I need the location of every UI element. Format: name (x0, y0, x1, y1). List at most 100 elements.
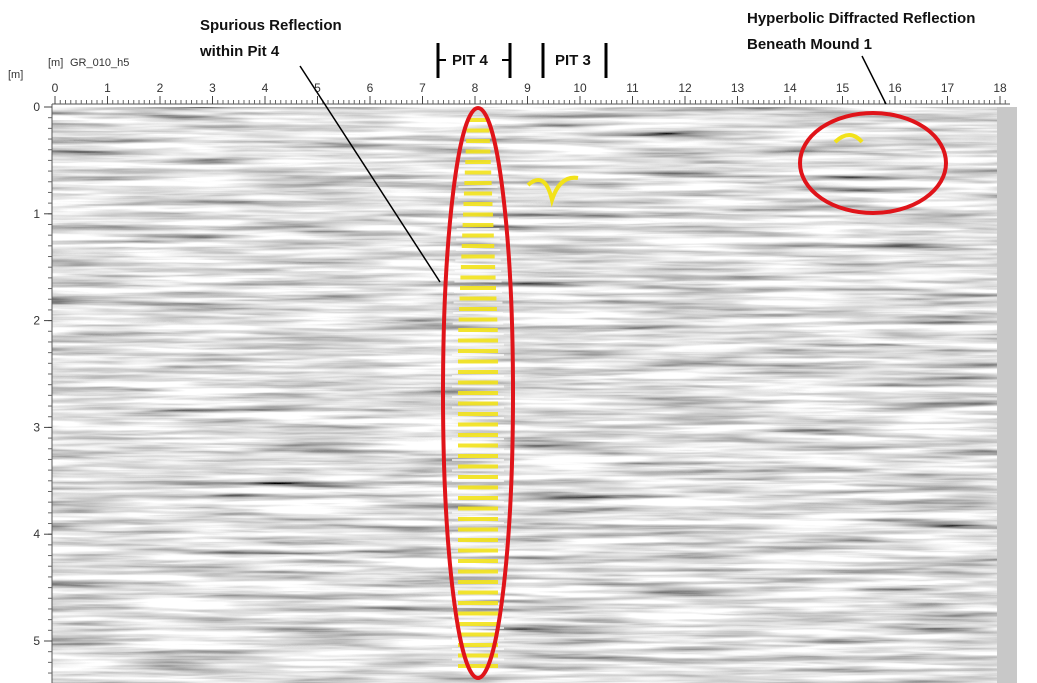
reflection-band (452, 354, 504, 356)
reflection-band (458, 590, 498, 595)
reflection-band (462, 223, 494, 227)
reflection-band (458, 317, 498, 322)
reflection-band (458, 349, 498, 353)
y-tick-label: 5 (33, 634, 40, 648)
reflection-band (452, 606, 504, 608)
reflection-band (463, 191, 493, 196)
reflection-band (452, 322, 504, 325)
x-tick-label: 10 (573, 81, 587, 95)
reflection-band (452, 616, 504, 619)
reflection-band (460, 286, 496, 290)
reflection-band (459, 307, 497, 311)
reflection-band (452, 406, 504, 409)
reflection-band (463, 212, 493, 217)
reflection-band (458, 632, 498, 637)
reflection-band (452, 375, 504, 377)
annotation: Hyperbolic Diffracted Reflection (747, 10, 975, 27)
reflection-band (458, 391, 498, 395)
x-tick-label: 18 (993, 81, 1007, 95)
y-tick-label: 3 (33, 420, 40, 434)
highlight-ellipse (798, 111, 948, 215)
reflection-band (461, 254, 495, 259)
reflection-band (458, 527, 498, 532)
reflection-band (466, 139, 490, 143)
reflection-band (452, 585, 504, 587)
x-tick-label: 16 (888, 81, 902, 95)
scrollbar (997, 107, 1017, 683)
reflection-band (452, 490, 504, 493)
reflection-band (452, 522, 504, 524)
y-tick-label: 1 (33, 207, 40, 221)
reflection-band (452, 637, 504, 640)
reflection-band (458, 338, 498, 343)
reflection-band (459, 296, 497, 301)
x-tick-label: 13 (731, 81, 745, 95)
pit-label: PIT 4 (452, 52, 489, 69)
reflection-band (457, 207, 499, 209)
profile-name: GR_010_h5 (70, 57, 129, 69)
x-tick-label: 1 (104, 81, 111, 95)
reflection-band (454, 280, 502, 283)
reflection-band (454, 270, 502, 272)
reflection-band (460, 265, 496, 269)
annotation: Beneath Mound 1 (747, 36, 872, 53)
reflection-band (458, 370, 498, 374)
reflection-band (452, 396, 504, 398)
reflection-band (458, 433, 498, 437)
y-tick-label: 4 (33, 527, 40, 541)
x-tick-label: 9 (524, 81, 531, 95)
reflection-band (458, 496, 498, 500)
reflection-band (452, 469, 504, 472)
x-tick-label: 8 (472, 81, 479, 95)
radargram (52, 107, 997, 683)
leader-line (299, 65, 441, 283)
reflection-band (453, 301, 503, 304)
x-tick-label: 0 (52, 81, 59, 95)
reflection-band (460, 275, 496, 280)
annotation: within Pit 4 (199, 43, 280, 60)
reflection-band (458, 186, 498, 188)
reflection-band (458, 380, 498, 385)
reflection-band (464, 181, 492, 185)
reflection-band (459, 154, 497, 157)
reflection-band (452, 553, 504, 556)
leader-line (861, 55, 887, 105)
hyperbola (833, 133, 864, 144)
x-tick-label: 11 (626, 81, 639, 95)
reflection-band (452, 543, 504, 545)
x-tick-label: 2 (157, 81, 164, 95)
reflection-band (458, 601, 498, 605)
x-unit: [m] (48, 57, 63, 69)
x-tick-label: 12 (678, 81, 692, 95)
x-tick-label: 17 (941, 81, 955, 95)
reflection-band (458, 412, 498, 416)
reflection-band (458, 569, 498, 574)
reflection-band (452, 385, 504, 388)
y-unit: [m] (8, 69, 23, 81)
reflection-band (458, 664, 498, 668)
reflection-band (452, 532, 504, 535)
pit-reflections (452, 118, 864, 671)
reflection-band (458, 485, 498, 490)
reflection-band (458, 175, 498, 178)
x-tick-label: 15 (836, 81, 850, 95)
reflection-band (458, 559, 498, 563)
reflection-band (457, 217, 499, 220)
reflection-band (452, 480, 504, 482)
reflection-band (452, 448, 504, 451)
reflection-band (452, 564, 504, 566)
reflection-band (465, 160, 491, 164)
reflection-band (458, 401, 498, 406)
reflection-band (458, 328, 498, 332)
reflection-band (454, 291, 502, 293)
highlight-ellipse (441, 106, 515, 680)
reflection-band (458, 611, 498, 616)
reflection-band (458, 464, 498, 469)
reflection-band (461, 244, 495, 248)
reflection-band (452, 427, 504, 430)
x-tick-label: 7 (419, 81, 426, 95)
reflection-band (458, 517, 498, 521)
reflection-band (458, 653, 498, 658)
reflection-band (452, 574, 504, 577)
